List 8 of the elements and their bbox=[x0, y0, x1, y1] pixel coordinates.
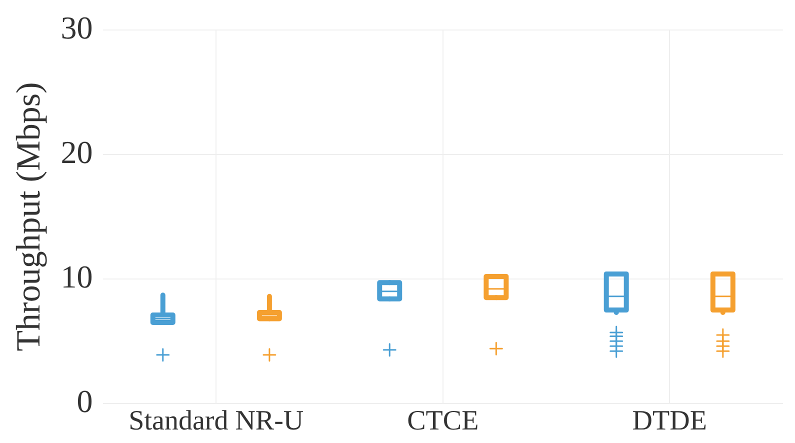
x-tick-label: Standard NR-U bbox=[128, 406, 304, 437]
y-tick-label: 0 bbox=[76, 382, 93, 419]
y-tick-label: 10 bbox=[60, 258, 93, 294]
x-tick-label: DTDE bbox=[632, 406, 707, 437]
x-tick-label: CTCE bbox=[407, 406, 479, 437]
y-axis-title: Throughput (Mbps) bbox=[10, 82, 48, 352]
y-tick-label: 20 bbox=[60, 134, 93, 170]
y-tick-label: 30 bbox=[60, 9, 93, 46]
